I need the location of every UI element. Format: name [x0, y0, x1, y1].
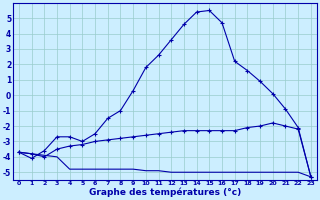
X-axis label: Graphe des températures (°c): Graphe des températures (°c): [89, 188, 241, 197]
